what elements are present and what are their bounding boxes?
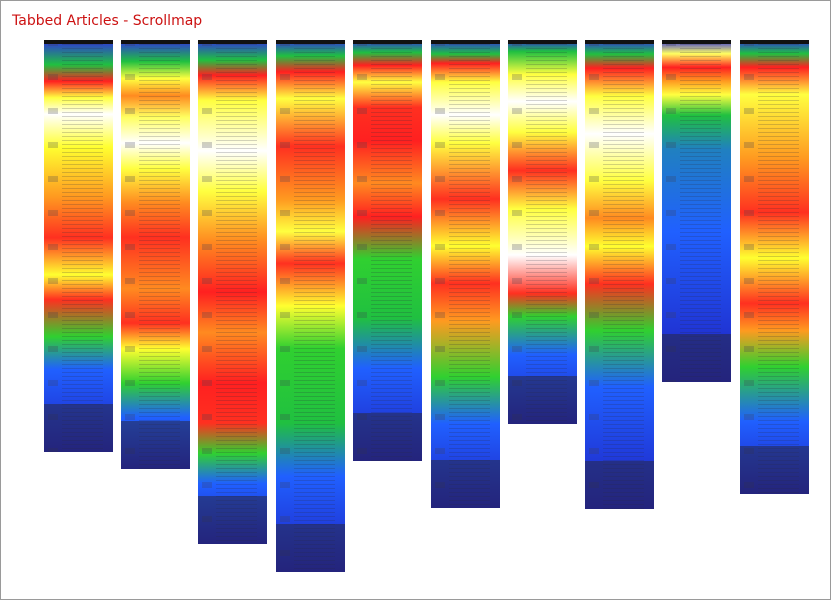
page-footer — [276, 524, 345, 572]
scrollmap-column-3[interactable] — [198, 40, 267, 544]
page-text-overlay — [198, 40, 267, 544]
heatmap-gradient — [740, 40, 809, 494]
page-header-bar — [276, 40, 345, 44]
page-icon-overlay — [589, 40, 599, 509]
page-text-overlay — [121, 40, 190, 469]
heatmap-gradient — [121, 40, 190, 469]
page-text-overlay — [585, 40, 654, 509]
scrollmap-column-2[interactable] — [121, 40, 190, 469]
page-text-overlay — [431, 40, 500, 508]
heatmap-gradient — [585, 40, 654, 509]
scrollmap-column-6[interactable] — [431, 40, 500, 508]
page-text-overlay — [740, 40, 809, 494]
scrollmap-column-9[interactable] — [662, 40, 731, 382]
heatmap-gradient — [353, 40, 422, 461]
page-header-bar — [198, 40, 267, 44]
page-footer — [585, 461, 654, 509]
page-footer — [508, 376, 577, 424]
page-header-bar — [740, 40, 809, 44]
page-icon-overlay — [435, 40, 445, 508]
scrollmap-column-5[interactable] — [353, 40, 422, 461]
page-text-overlay — [662, 40, 731, 382]
scrollmap-column-7[interactable] — [508, 40, 577, 424]
scrollmap-column-8[interactable] — [585, 40, 654, 509]
page-icon-overlay — [280, 40, 290, 572]
heatmap-gradient — [198, 40, 267, 544]
page-footer — [740, 446, 809, 494]
page-footer — [198, 496, 267, 544]
page-header-bar — [431, 40, 500, 44]
page-header-bar — [353, 40, 422, 44]
page-footer — [431, 460, 500, 508]
page-header-bar — [121, 40, 190, 44]
heatmap-gradient — [276, 40, 345, 572]
page-icon-overlay — [357, 40, 367, 461]
page-icon-overlay — [666, 40, 676, 382]
page-text-overlay — [44, 40, 113, 452]
scrollmap-column-4[interactable] — [276, 40, 345, 572]
page-icon-overlay — [48, 40, 58, 452]
page-header-bar — [508, 40, 577, 44]
page-icon-overlay — [744, 40, 754, 494]
page-icon-overlay — [202, 40, 212, 544]
page-header-bar — [44, 40, 113, 44]
page-text-overlay — [276, 40, 345, 572]
page-footer — [662, 334, 731, 382]
page-icon-overlay — [125, 40, 135, 469]
heatmap-gradient — [44, 40, 113, 452]
page-text-overlay — [508, 40, 577, 424]
page-footer — [44, 404, 113, 452]
heatmap-gradient — [431, 40, 500, 508]
page-header-bar — [585, 40, 654, 44]
page-header-bar — [662, 40, 731, 44]
page-text-overlay — [353, 40, 422, 461]
heatmap-gradient — [662, 40, 731, 382]
report-title: Tabbed Articles - Scrollmap — [12, 13, 203, 29]
heatmap-gradient — [508, 40, 577, 424]
scrollmap-column-10[interactable] — [740, 40, 809, 494]
scrollmap-column-1[interactable] — [44, 40, 113, 452]
page-footer — [353, 413, 422, 461]
page-footer — [121, 421, 190, 469]
page-icon-overlay — [512, 40, 522, 424]
